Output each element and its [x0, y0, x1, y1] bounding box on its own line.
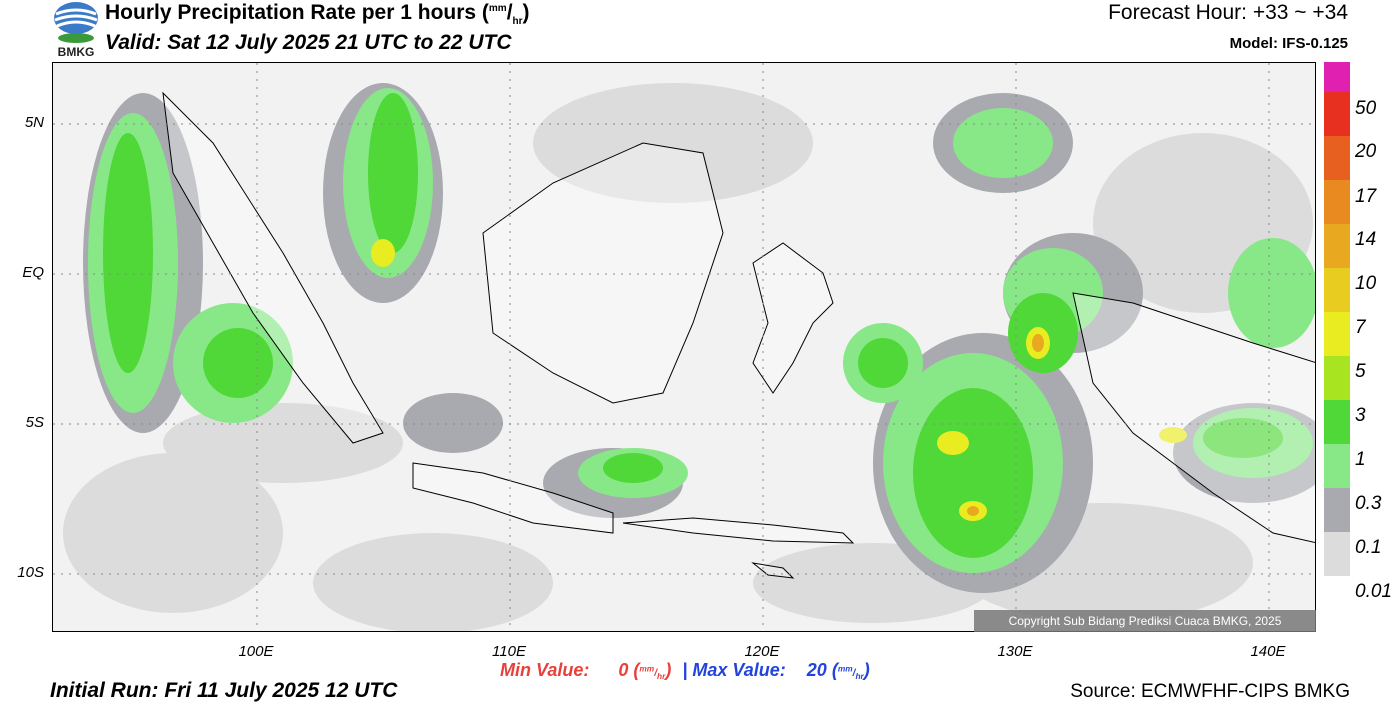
- colorbar-label-17: 17: [1355, 186, 1377, 207]
- colorbar-label-0-3: 0.3: [1355, 493, 1382, 514]
- lat-label-10s: 10S: [17, 564, 44, 581]
- lon-label-130e: 130E: [997, 643, 1033, 660]
- colorbar: [1324, 62, 1350, 576]
- colorbar-swatch: [1324, 356, 1350, 400]
- colorbar-label-3: 3: [1355, 405, 1366, 426]
- colorbar-label-5: 5: [1355, 361, 1366, 382]
- lat-label-eq: EQ: [22, 264, 44, 281]
- max-value: 20: [806, 660, 827, 680]
- lat-label-5n: 5N: [24, 114, 44, 131]
- colorbar-swatch: [1324, 488, 1350, 532]
- forecast-hour: Forecast Hour: +33 ~ +34: [1108, 1, 1348, 24]
- bmkg-logo: [52, 0, 100, 60]
- colorbar-swatch: [1324, 180, 1350, 224]
- lon-label-110e: 110E: [492, 643, 526, 660]
- colorbar-swatch: [1324, 92, 1350, 136]
- data-source: Source: ECMWFHF-CIPS BMKG: [1070, 681, 1350, 702]
- min-max-values: Min Value: 0 (mm/hr) | Max Value: 20 (mm…: [500, 660, 870, 681]
- colorbar-label-7: 7: [1355, 317, 1366, 338]
- min-max-separator: |: [682, 660, 688, 680]
- colorbar-label-0-01: 0.01: [1355, 581, 1392, 602]
- logo-text: BMKG: [57, 45, 95, 59]
- colorbar-label-1: 1: [1355, 449, 1366, 470]
- precipitation-map: [52, 62, 1316, 632]
- colorbar-swatch: [1324, 444, 1350, 488]
- colorbar-swatch: [1324, 224, 1350, 268]
- copyright-notice: Copyright Sub Bidang Prediksi Cuaca BMKG…: [974, 610, 1316, 632]
- lon-label-120e: 120E: [744, 643, 780, 660]
- colorbar-swatch: [1324, 136, 1350, 180]
- colorbar-swatch: [1324, 400, 1350, 444]
- min-value: 0: [618, 660, 629, 680]
- colorbar-label-10: 10: [1355, 273, 1377, 294]
- model-name: Model: IFS-0.125: [1229, 35, 1348, 52]
- lon-label-140e: 140E: [1250, 643, 1286, 660]
- colorbar-swatch: [1324, 532, 1350, 576]
- valid-time: Valid: Sat 12 July 2025 21 UTC to 22 UTC: [105, 31, 512, 54]
- colorbar-swatch: [1324, 62, 1350, 92]
- colorbar-label-0-1: 0.1: [1355, 537, 1382, 558]
- min-label: Min Value:: [500, 660, 590, 680]
- colorbar-label-20: 20: [1355, 141, 1377, 162]
- colorbar-swatch: [1324, 312, 1350, 356]
- lon-label-100e: 100E: [238, 643, 274, 660]
- initial-run: Initial Run: Fri 11 July 2025 12 UTC: [50, 679, 398, 702]
- colorbar-label-14: 14: [1355, 229, 1377, 250]
- max-label: Max Value:: [692, 660, 786, 680]
- chart-title: Hourly Precipitation Rate per 1 hours (m…: [105, 1, 530, 28]
- colorbar-label-50: 50: [1355, 98, 1377, 119]
- colorbar-swatch: [1324, 268, 1350, 312]
- lat-label-5s: 5S: [25, 414, 44, 431]
